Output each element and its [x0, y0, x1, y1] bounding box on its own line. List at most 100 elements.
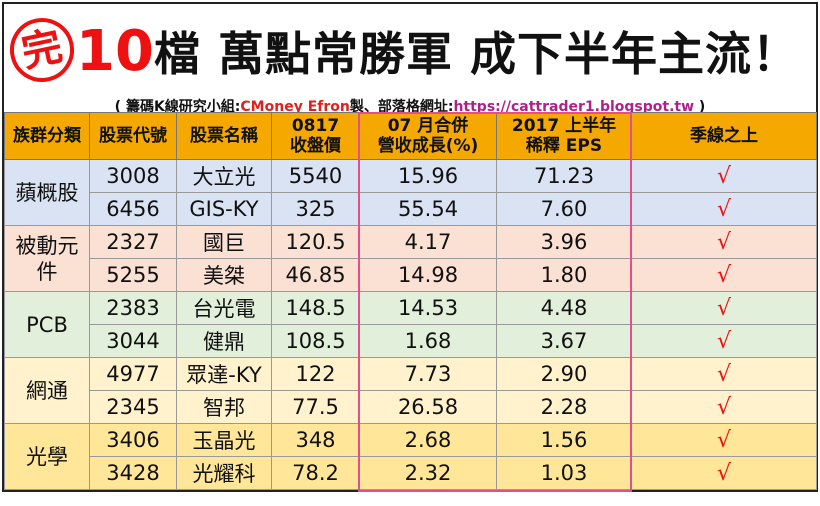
- cell: 2.28: [496, 390, 632, 424]
- cell: 1.03: [496, 456, 632, 490]
- header-text: 07 月合併: [387, 116, 469, 136]
- table-row: 網通 4977 眾達-KY 122 7.73 2.90 √: [4, 357, 817, 424]
- header-text: 股票名稱: [190, 126, 258, 146]
- cell: 1.80: [496, 258, 632, 292]
- subtitle-part: https://cattrader1.blogspot.tw: [453, 99, 695, 115]
- cell: 325: [271, 192, 360, 226]
- cell: 15.96: [359, 159, 497, 193]
- title-text: 檔 萬點常勝軍 成下半年主流！: [153, 27, 799, 81]
- cell: 1.68: [359, 324, 497, 358]
- header-text: 2017 上半年: [511, 116, 617, 136]
- table-row: 3428 光耀科 78.2 2.32 1.03 √: [4, 456, 817, 490]
- table-row: 6456 GIS-KY 325 55.54 7.60 √: [4, 192, 817, 226]
- cell: 3406: [89, 423, 177, 457]
- cell: 1.56: [496, 423, 632, 457]
- table-body: 蘋概股 3008 大立光 5540 15.96 71.23 √ 6456 GIS-KY 325 55…: [4, 159, 817, 490]
- cell: 3428: [89, 456, 177, 490]
- header-row: 族群分類 股票代號 股票名稱 0817 收盤價 07 月合併 營收成長(%) 2017 上半年…: [4, 112, 817, 160]
- title-number: 10: [76, 19, 154, 84]
- group-cell: 光學: [4, 423, 90, 490]
- table-row: 3044 健鼎 108.5 1.68 3.67 √: [4, 324, 817, 358]
- header-text: 營收成長(%): [377, 136, 479, 156]
- frame: 完 10檔 萬點常勝軍 成下半年主流！ ( 籌碼K線研究小組:CMoney Ef…: [2, 2, 818, 492]
- cell: 4.48: [496, 291, 632, 325]
- cell: 5540: [271, 159, 360, 193]
- header-cell: 股票名稱: [176, 112, 272, 160]
- cell: 3.67: [496, 324, 632, 358]
- cell: 台光電: [176, 291, 272, 325]
- group-name: PCB: [26, 312, 68, 337]
- cell: 5255: [89, 258, 177, 292]
- cell: 2.90: [496, 357, 632, 391]
- cell: 78.2: [271, 456, 360, 490]
- cell: 光耀科: [176, 456, 272, 490]
- cell: 智邦: [176, 390, 272, 424]
- cell: 26.58: [359, 390, 497, 424]
- table-row: 5255 美桀 46.85 14.98 1.80 √: [4, 258, 817, 292]
- header-text: 收盤價: [290, 136, 341, 156]
- title: 10檔 萬點常勝軍 成下半年主流！: [76, 8, 799, 96]
- header-cell: 2017 上半年 稀釋 EPS: [496, 112, 632, 160]
- cell: 3.96: [496, 225, 632, 259]
- cell: √: [631, 159, 817, 193]
- cell: 大立光: [176, 159, 272, 193]
- header-text: 稀釋 EPS: [525, 136, 603, 156]
- group-cell: 網通: [4, 357, 90, 424]
- cell: 4977: [89, 357, 177, 391]
- header-text: 季線之上: [690, 126, 758, 146]
- cell: 46.85: [271, 258, 360, 292]
- cell: 122: [271, 357, 360, 391]
- header-text: 族群分類: [13, 126, 81, 146]
- cell: 55.54: [359, 192, 497, 226]
- cell: 77.5: [271, 390, 360, 424]
- cell: 2.68: [359, 423, 497, 457]
- group-cell: PCB: [4, 291, 90, 358]
- cell: √: [631, 324, 817, 358]
- cell: √: [631, 192, 817, 226]
- header-text: 股票代號: [99, 126, 167, 146]
- table-row: 被動元件 2327 國巨 120.5 4.17 3.96 √: [4, 225, 817, 292]
- cell: 4.17: [359, 225, 497, 259]
- cell: 國巨: [176, 225, 272, 259]
- header-cell: 股票代號: [89, 112, 177, 160]
- subtitle-part: ( 籌碼K線研究小組:: [114, 99, 241, 115]
- header-cell: 季線之上: [631, 112, 817, 160]
- cell: 71.23: [496, 159, 632, 193]
- table-row: 蘋概股 3008 大立光 5540 15.96 71.23 √: [4, 159, 817, 226]
- cell: 348: [271, 423, 360, 457]
- cell: 108.5: [271, 324, 360, 358]
- cell: 2.32: [359, 456, 497, 490]
- cell: 美桀: [176, 258, 272, 292]
- cell: 3044: [89, 324, 177, 358]
- cell: 6456: [89, 192, 177, 226]
- group-name: 網通: [26, 378, 68, 403]
- cell: 玉晶光: [176, 423, 272, 457]
- cell: 14.98: [359, 258, 497, 292]
- subtitle-part: ): [694, 99, 706, 115]
- cell: 健鼎: [176, 324, 272, 358]
- table: 族群分類 股票代號 股票名稱 0817 收盤價 07 月合併 營收成長(%) 2017 上半年…: [4, 112, 817, 490]
- cell: √: [631, 225, 817, 259]
- cell: √: [631, 357, 817, 391]
- cell: √: [631, 390, 817, 424]
- header-cell: 0817 收盤價: [271, 112, 360, 160]
- group-cell: 蘋概股: [4, 159, 90, 226]
- cell: √: [631, 423, 817, 457]
- header-cell: 族群分類: [4, 112, 90, 160]
- table-row: PCB 2383 台光電 148.5 14.53 4.48 √: [4, 291, 817, 358]
- cell: √: [631, 456, 817, 490]
- cell: 7.60: [496, 192, 632, 226]
- subtitle: ( 籌碼K線研究小組:CMoney Efron製、部落格網址:https://c…: [4, 96, 816, 116]
- group-name: 蘋概股: [15, 180, 79, 205]
- group-name: 光學: [26, 444, 68, 469]
- table-row: 2345 智邦 77.5 26.58 2.28 √: [4, 390, 817, 424]
- cell: 2345: [89, 390, 177, 424]
- cell: 120.5: [271, 225, 360, 259]
- header-cell: 07 月合併 營收成長(%): [359, 112, 497, 160]
- table-row: 光學 3406 玉晶光 348 2.68 1.56 √: [4, 423, 817, 490]
- cell: √: [631, 291, 817, 325]
- subtitle-part: 製、部落格網址:: [349, 99, 454, 115]
- stamp: 完: [4, 12, 80, 88]
- cell: 148.5: [271, 291, 360, 325]
